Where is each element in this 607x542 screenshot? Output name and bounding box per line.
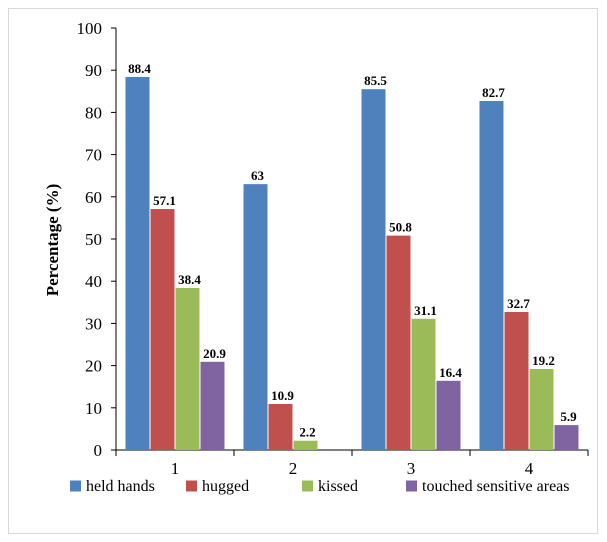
y-tick-label: 80 xyxy=(85,103,102,122)
data-label: 50.8 xyxy=(389,220,412,235)
bar xyxy=(125,76,150,451)
bar xyxy=(504,312,529,450)
x-tick-label: 4 xyxy=(525,459,534,478)
y-tick-label: 70 xyxy=(85,146,102,165)
data-label: 38.4 xyxy=(178,272,201,287)
data-label: 31.1 xyxy=(414,303,437,318)
bar xyxy=(175,287,200,450)
legend-label: touched sensitive areas xyxy=(422,478,570,495)
y-tick-label: 60 xyxy=(85,188,102,207)
legend-label: held hands xyxy=(86,478,155,495)
y-tick-label: 100 xyxy=(77,19,103,38)
bar xyxy=(411,318,436,450)
bar xyxy=(554,425,579,450)
data-label: 32.7 xyxy=(507,296,530,311)
x-tick-label: 1 xyxy=(171,459,180,478)
y-axis-title: Percentage (%) xyxy=(43,184,62,297)
y-tick-label: 0 xyxy=(94,441,103,460)
bar xyxy=(436,380,461,450)
data-label: 88.4 xyxy=(128,61,151,76)
data-label: 82.7 xyxy=(482,85,505,100)
data-label: 16.4 xyxy=(439,365,462,380)
legend-swatch xyxy=(70,480,81,492)
legend-label: hugged xyxy=(202,478,249,495)
y-tick-label: 50 xyxy=(85,230,102,249)
y-tick-label: 30 xyxy=(85,314,102,333)
bars: 88.4 57.1 38.4 20.9 63 10.9 2.2 85.5 50.8 31.1 16.… xyxy=(125,61,579,451)
data-label: 85.5 xyxy=(364,73,387,88)
data-label: 63 xyxy=(251,168,265,183)
bar xyxy=(243,184,268,450)
data-label: 5.9 xyxy=(560,409,577,424)
data-label: 20.9 xyxy=(203,346,226,361)
legend-swatch xyxy=(302,480,313,492)
legend-swatch xyxy=(186,480,197,492)
bar xyxy=(268,404,293,450)
x-tick-label: 3 xyxy=(407,459,416,478)
x-tick-label: 2 xyxy=(289,459,298,478)
bar xyxy=(293,440,318,450)
bar xyxy=(386,235,411,450)
data-label: 10.9 xyxy=(271,388,294,403)
bar xyxy=(361,89,386,450)
legend-swatch xyxy=(406,480,417,492)
bar xyxy=(479,101,504,451)
legend-label: kissed xyxy=(318,478,358,495)
data-label: 2.2 xyxy=(299,425,315,440)
y-tick-label: 40 xyxy=(85,272,102,291)
y-tick-label: 20 xyxy=(85,357,102,376)
bar xyxy=(529,368,554,450)
y-tick-label: 90 xyxy=(85,61,102,80)
data-label: 57.1 xyxy=(153,193,176,208)
data-label: 19.2 xyxy=(532,353,555,368)
bar xyxy=(200,361,225,450)
bar xyxy=(150,209,175,450)
y-tick-label: 10 xyxy=(85,399,102,418)
legend: held hands hugged kissed touched sensitive … xyxy=(70,478,570,495)
